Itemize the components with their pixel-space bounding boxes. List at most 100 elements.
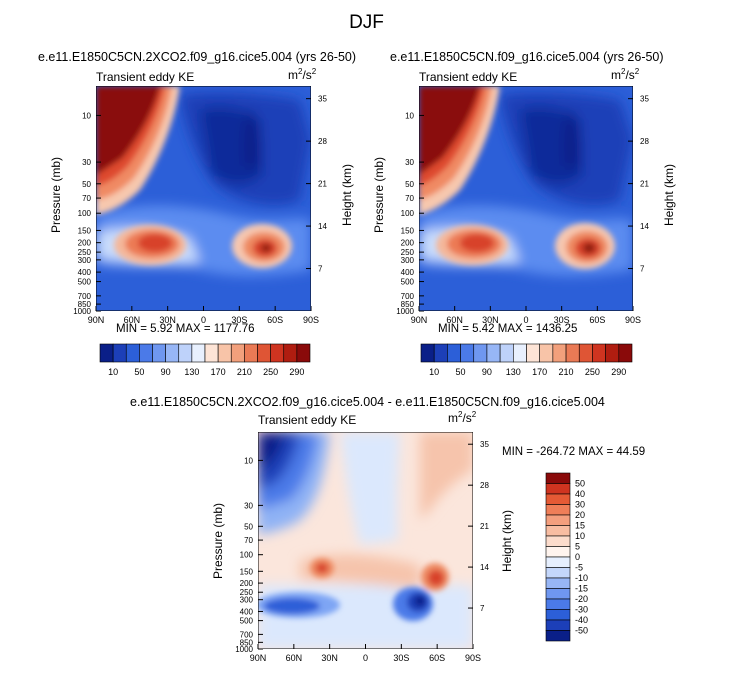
panel-co2-yrtick-label: 35	[318, 95, 327, 104]
panel-co2-ytick-label: 250	[78, 248, 92, 257]
panel-ctrl-colorbar-label: 10	[429, 367, 439, 377]
panel-diff-ytick-label: 200	[240, 579, 254, 588]
panel-co2-colorbar-swatch	[152, 343, 166, 363]
panel-ctrl-ytick-label: 700	[401, 292, 415, 301]
panel-ctrl-colorbar-swatch	[578, 343, 593, 363]
panel-ctrl-colorbar-label: 130	[506, 367, 521, 377]
panel-diff-colorbar-label: -15	[575, 584, 588, 594]
panel-ctrl-xtick-label: 90S	[625, 315, 641, 325]
panel-diff-colorbar-swatch	[545, 619, 571, 631]
panel-co2-ytick-label: 400	[78, 268, 92, 277]
panel-diff-colorbar-swatch	[545, 514, 571, 526]
panel-diff-ytick-label: 300	[240, 596, 254, 605]
panel-diff-ytick-label: 50	[244, 522, 253, 531]
panel-ctrl-colorbar-swatch	[447, 343, 461, 363]
panel-co2-polar-jet	[96, 86, 180, 215]
panel-diff-axes: 90N 60N 30N 0 30S 60S 90S103050701001502002503…	[235, 440, 489, 663]
panel-diff-colorbar-swatch	[545, 483, 571, 495]
panel-diff-ytick-label: 10	[244, 456, 253, 465]
panel-diff-colorbar-label: 0	[575, 552, 580, 562]
panel-diff-xtick-label: 30S	[393, 653, 409, 663]
panel-ctrl-colorbar-label: 250	[585, 367, 600, 377]
panel-diff-colorbar-swatch	[545, 493, 571, 505]
panel-co2-xtick-label: 30S	[231, 315, 247, 325]
panel-co2-ytick-label: 30	[82, 158, 91, 167]
panel-diff-yrtick-label: 7	[480, 604, 485, 613]
panel-diff-colorbar-label: -5	[575, 563, 583, 573]
figure-title: DJF	[349, 12, 384, 33]
panel-co2-xtick-label: 60N	[124, 315, 141, 325]
panel-ctrl-colorbar: 10 50 90 130 170 210 250 290	[420, 343, 633, 377]
panel-diff-title: e.e11.E1850C5CN.2XCO2.f09_g16.cice5.004 …	[130, 395, 605, 409]
panel-diff-colorbar-label: 10	[575, 531, 585, 541]
panel-co2-yrtick-label: 21	[318, 180, 327, 189]
panel-diff-colorbar-swatch	[545, 609, 571, 621]
panel-diff-colorbar-swatch	[545, 598, 571, 610]
panel-ctrl-plot	[419, 86, 633, 311]
panel-co2-axes: 90N 60N 30N 0 30S 60S 90S103050701001502002503…	[73, 95, 327, 325]
axes-layer: 90N 60N 30N 0 30S 60S 90S103050701001502002503…	[73, 95, 649, 663]
panel-diff-colorbar-swatch	[545, 535, 571, 547]
panel-co2-variable: Transient eddy KE	[96, 70, 195, 84]
panel-co2-ytick-label: 300	[78, 256, 92, 265]
panel-diff-colorbar-label: -20	[575, 594, 588, 604]
panel-ctrl-ytick-label: 100	[401, 209, 415, 218]
panel-ctrl-ytick-label: 10	[405, 111, 414, 120]
panel-co2-colorbar-swatch	[270, 343, 285, 363]
panel-ctrl-colorbar-swatch	[605, 343, 620, 363]
panel-diff-ytick-label: 1000	[235, 645, 253, 654]
panel-co2-colorbar-swatch	[139, 343, 153, 363]
panel-co2-colorbar: 10 50 90 130 170 210 250 290	[99, 343, 311, 377]
panel-co2-plot	[96, 86, 311, 311]
panel-diff-ytick-label: 250	[240, 588, 254, 597]
panel-ctrl-xtick-label: 30N	[482, 315, 499, 325]
panel-ctrl-yrtick-label: 14	[640, 222, 649, 231]
panel-diff-units: m2/s2	[448, 410, 477, 425]
panel-ctrl-colorbar-swatch	[473, 343, 488, 363]
panel-co2-colorbar-swatch	[165, 343, 180, 363]
panel-co2-yrtick-label: 7	[318, 265, 323, 274]
panel-co2-yrtick-label: 14	[318, 222, 327, 231]
panel-diff-ytick-label: 700	[240, 630, 254, 639]
panel-co2-colorbar-swatch	[125, 343, 140, 363]
panel-diff-stats: MIN = -264.72 MAX = 44.59	[502, 446, 646, 458]
panel-co2-yrtick-label: 28	[318, 137, 327, 146]
panel-co2-colorbar-swatch	[204, 343, 219, 363]
panel-co2-title: e.e11.E1850C5CN.2XCO2.f09_g16.cice5.004 …	[38, 50, 357, 64]
panel-co2-colorbar-swatch	[296, 343, 311, 363]
panel-co2-colorbar-label: 170	[211, 367, 226, 377]
panel-ctrl-ytick-label: 200	[401, 239, 415, 248]
panel-diff-ytick-label: 400	[240, 607, 254, 616]
panel-ctrl-yrtick-label: 21	[640, 180, 649, 189]
panel-co2-jets	[114, 224, 292, 268]
panel-diff-colorbar-label: 15	[575, 521, 585, 531]
panel-co2-colorbar-label: 50	[134, 367, 144, 377]
panel-ctrl-colorbar-swatch	[420, 343, 435, 363]
panel-diff-colorbar-label: 50	[575, 479, 585, 489]
panel-co2-ytick-label: 50	[82, 180, 91, 189]
panel-diff-ytick-label: 150	[240, 567, 254, 576]
panel-diff-colorbar-swatch	[545, 577, 571, 589]
panel-diff-colorbar-label: 20	[575, 510, 585, 520]
panel-co2-units: m2/s2	[288, 67, 317, 82]
panel-co2-colorbar-label: 130	[184, 367, 199, 377]
panel-ctrl-stats: MIN = 5.42 MAX = 1436.25	[438, 323, 578, 335]
panel-diff-xtick-label: 60N	[286, 653, 303, 663]
panel-ctrl-jets	[436, 223, 615, 269]
panel-ctrl-colorbar-swatch	[499, 343, 514, 363]
panel-ctrl-xtick-label: 90N	[411, 315, 428, 325]
panel-diff-yrtick-label: 21	[480, 522, 489, 531]
panel-ctrl-colorbar-swatch	[565, 343, 580, 363]
panel-co2-colorbar-label: 10	[108, 367, 118, 377]
panel-co2-colorbar-label: 250	[263, 367, 278, 377]
panel-diff-ytick-label: 850	[240, 638, 254, 647]
panel-ctrl-ytick-label: 70	[405, 194, 414, 203]
panel-ctrl-variable: Transient eddy KE	[419, 70, 518, 84]
panel-diff-colorbar-label: -40	[575, 615, 588, 625]
panel-ctrl-xtick-label: 60S	[589, 315, 605, 325]
panel-ctrl-yrtick-label: 35	[640, 95, 649, 104]
panel-co2-ytick-label: 500	[78, 278, 92, 287]
panel-co2-colorbar-label: 290	[289, 367, 304, 377]
panel-diff-colorbar-swatch	[545, 588, 571, 600]
